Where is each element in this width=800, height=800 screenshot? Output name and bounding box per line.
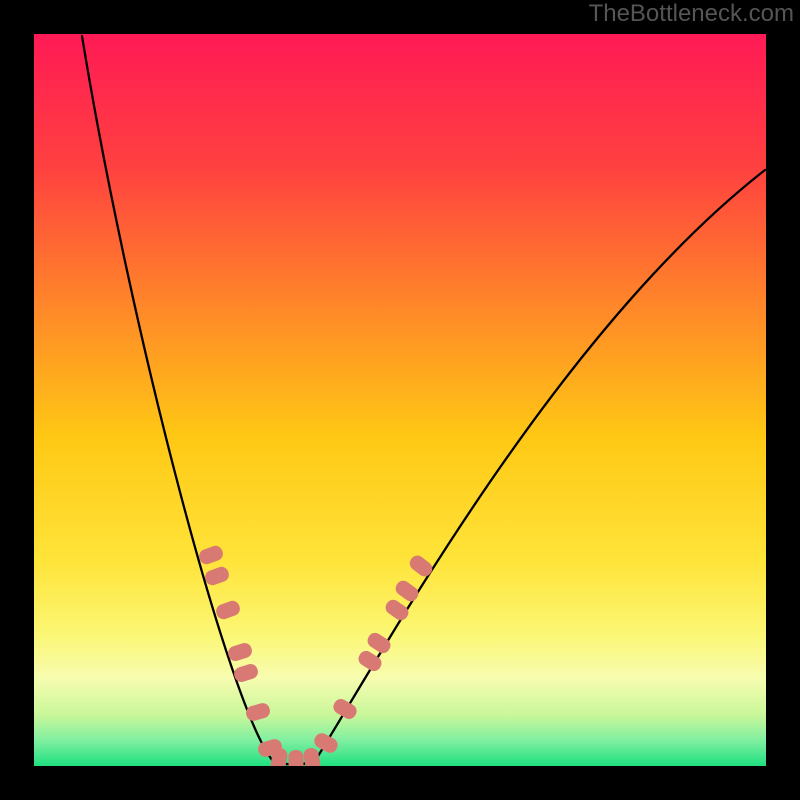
chart-root: TheBottleneck.com: [0, 0, 800, 800]
watermark-text: TheBottleneck.com: [589, 0, 794, 28]
plot-background: [34, 34, 766, 766]
chart-svg: [0, 0, 800, 800]
